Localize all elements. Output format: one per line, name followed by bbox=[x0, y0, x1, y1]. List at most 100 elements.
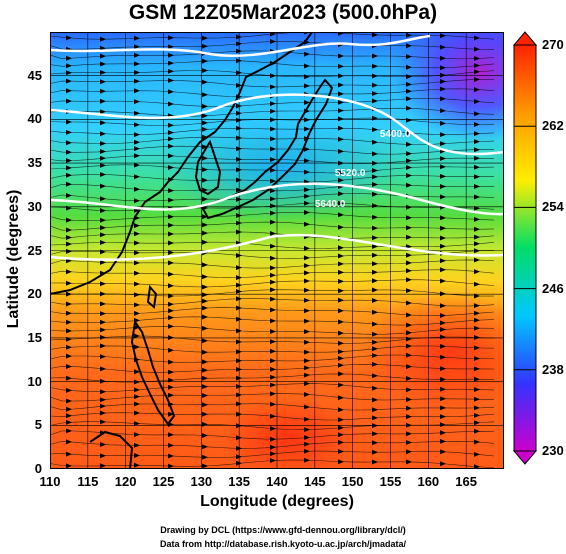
flow-arrow bbox=[66, 129, 72, 135]
flow-arrow bbox=[338, 160, 344, 166]
flow-arrow bbox=[134, 223, 140, 229]
flow-arrow bbox=[304, 287, 310, 293]
chart-title: GSM 12Z05Mar2023 (500.0hPa) bbox=[128, 1, 438, 24]
flow-arrow bbox=[202, 167, 208, 173]
flow-arrow bbox=[100, 155, 106, 161]
flow-arrow bbox=[202, 284, 208, 290]
flow-arrow bbox=[338, 349, 344, 355]
flow-arrow bbox=[134, 333, 140, 339]
flow-arrow bbox=[168, 432, 174, 438]
flow-arrow bbox=[338, 136, 344, 142]
flow-arrow bbox=[474, 303, 480, 309]
flow-arrow bbox=[236, 316, 242, 322]
flow-arrow bbox=[474, 428, 480, 434]
flow-arrow bbox=[338, 125, 344, 131]
flow-arrow bbox=[100, 259, 106, 265]
flow-arrow bbox=[134, 432, 140, 438]
flow-arrow bbox=[440, 132, 446, 138]
flow-arrow bbox=[236, 177, 242, 183]
flow-arrow bbox=[134, 394, 140, 400]
flow-arrow bbox=[270, 339, 276, 345]
flow-arrow bbox=[236, 167, 242, 173]
flow-arrow bbox=[134, 442, 140, 448]
flow-arrow bbox=[406, 364, 412, 370]
coastline-taiwan bbox=[146, 284, 158, 309]
flow-arrow bbox=[304, 245, 310, 251]
flow-arrow bbox=[168, 271, 174, 277]
flow-arrow bbox=[66, 328, 72, 334]
flow-arrow bbox=[474, 387, 480, 392]
flow-arrow bbox=[236, 117, 242, 123]
flow-arrow bbox=[474, 216, 480, 222]
x-tick-label: 135 bbox=[228, 474, 250, 489]
flow-arrow bbox=[338, 73, 344, 79]
flow-arrow bbox=[134, 139, 140, 145]
flow-arrow bbox=[100, 397, 106, 403]
flow-arrow bbox=[236, 435, 242, 441]
flow-arrow bbox=[202, 411, 208, 417]
flow-arrow bbox=[304, 187, 310, 193]
flow-arrow bbox=[100, 149, 106, 154]
flow-arrow bbox=[66, 158, 72, 164]
flow-arrow bbox=[338, 253, 344, 259]
flow-arrow bbox=[270, 436, 276, 442]
flow-arrow bbox=[474, 241, 480, 247]
flow-arrow bbox=[372, 287, 378, 293]
flow-arrow bbox=[440, 72, 446, 78]
flow-arrow bbox=[338, 191, 344, 197]
flow-arrow bbox=[100, 217, 106, 223]
flow-arrow bbox=[372, 309, 378, 315]
flow-arrow bbox=[270, 358, 276, 364]
y-tick-label: 0 bbox=[34, 461, 42, 476]
flow-arrow bbox=[440, 33, 446, 39]
flow-arrow bbox=[474, 451, 480, 457]
flow-arrow bbox=[406, 376, 412, 381]
coastline-borneo bbox=[89, 430, 134, 469]
flow-arrow bbox=[304, 169, 310, 175]
contour-label: 5520.0 bbox=[335, 168, 366, 179]
flow-arrow bbox=[100, 319, 106, 325]
flow-arrow bbox=[474, 87, 480, 93]
flow-arrow bbox=[440, 164, 446, 170]
flow-arrow bbox=[372, 235, 378, 241]
flow-arrow bbox=[134, 453, 140, 458]
flow-arrow bbox=[168, 165, 174, 170]
flow-arrow bbox=[270, 126, 276, 132]
flow-arrow bbox=[406, 431, 412, 437]
flow-arrow bbox=[100, 311, 106, 317]
flow-arrow bbox=[66, 205, 72, 211]
flow-arrow bbox=[440, 267, 446, 273]
flow-arrow bbox=[134, 260, 140, 266]
flow-arrow bbox=[168, 250, 174, 255]
flow-arrow bbox=[202, 214, 208, 220]
flow-arrow bbox=[168, 369, 174, 375]
flow-arrow bbox=[372, 397, 378, 403]
flow-arrow bbox=[372, 214, 378, 220]
flow-arrow bbox=[270, 136, 276, 142]
flow-arrow bbox=[66, 165, 72, 171]
flow-arrow bbox=[66, 98, 72, 104]
flow-arrow bbox=[100, 232, 106, 238]
x-tick-label: 130 bbox=[190, 474, 213, 489]
flow-arrow bbox=[474, 184, 480, 189]
flow-arrow bbox=[236, 265, 242, 271]
colorbar-top-arrow bbox=[512, 31, 538, 46]
flow-arrow bbox=[202, 402, 208, 408]
flow-arrow bbox=[372, 261, 378, 267]
flow-arrow bbox=[100, 240, 106, 245]
flow-arrow bbox=[270, 188, 276, 194]
flow-arrow bbox=[168, 197, 174, 203]
flow-arrow bbox=[338, 362, 344, 368]
flow-arrow bbox=[66, 353, 72, 359]
flow-arrow bbox=[100, 53, 106, 59]
flow-arrow bbox=[406, 96, 412, 102]
flow-arrow bbox=[202, 58, 208, 64]
flow-arrow bbox=[168, 308, 174, 314]
flow-arrow bbox=[168, 377, 174, 383]
contour-5640 bbox=[50, 233, 504, 261]
flow-arrow bbox=[202, 463, 208, 469]
y-tick-label: 5 bbox=[34, 417, 42, 433]
flow-arrow bbox=[406, 387, 412, 393]
flow-arrow bbox=[236, 392, 242, 398]
flow-arrow bbox=[202, 155, 208, 161]
